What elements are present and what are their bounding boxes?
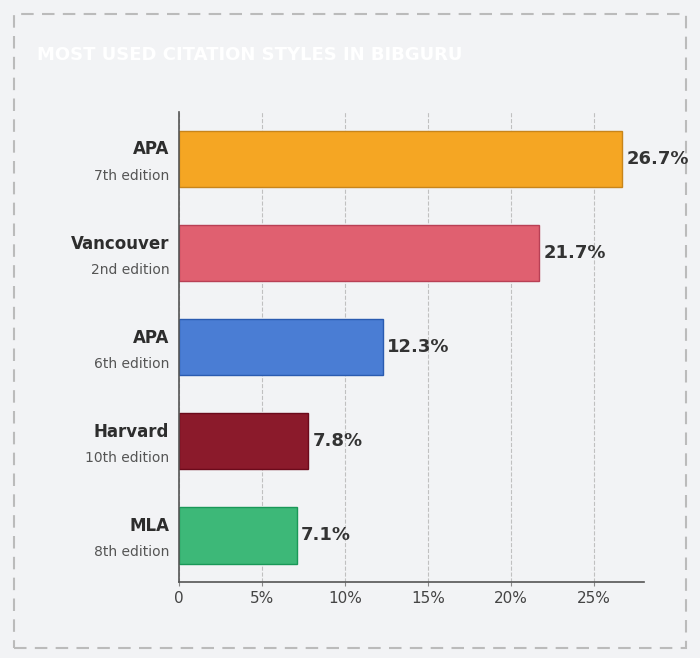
Text: Harvard: Harvard — [94, 423, 169, 441]
Text: 21.7%: 21.7% — [543, 244, 606, 262]
Text: 12.3%: 12.3% — [387, 338, 449, 356]
Text: 26.7%: 26.7% — [626, 150, 689, 168]
Text: MLA: MLA — [130, 517, 169, 535]
Bar — [178, 131, 622, 187]
Text: 2nd edition: 2nd edition — [90, 263, 169, 277]
Text: 7.8%: 7.8% — [312, 432, 363, 450]
Bar — [178, 413, 308, 469]
Bar — [178, 507, 297, 563]
Text: APA: APA — [133, 141, 169, 159]
Bar — [178, 319, 383, 375]
Text: MOST USED CITATION STYLES IN BIBGURU: MOST USED CITATION STYLES IN BIBGURU — [37, 46, 463, 64]
Text: APA: APA — [133, 329, 169, 347]
Text: 10th edition: 10th edition — [85, 451, 169, 465]
Text: 8th edition: 8th edition — [94, 545, 169, 559]
Bar — [178, 225, 539, 281]
Text: 7.1%: 7.1% — [301, 526, 351, 544]
Text: 7th edition: 7th edition — [94, 169, 169, 183]
Text: Vancouver: Vancouver — [71, 235, 169, 253]
Text: 6th edition: 6th edition — [94, 357, 169, 371]
